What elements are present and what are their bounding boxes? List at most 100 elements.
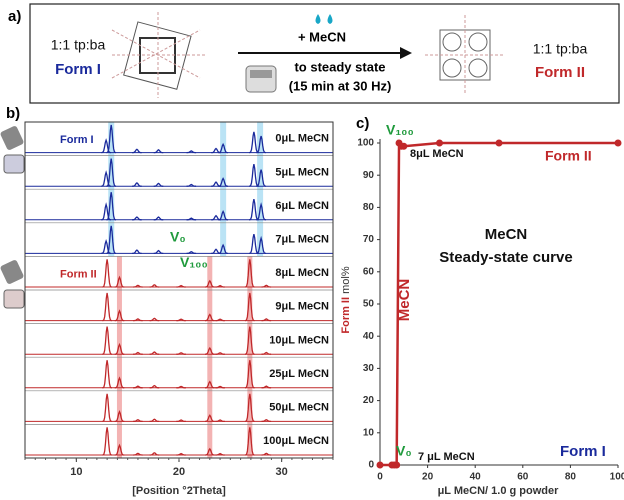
x-tick-label: 0 (377, 472, 383, 483)
peak (101, 238, 111, 255)
y-tick-label: 100 (357, 138, 374, 149)
peak (176, 419, 186, 423)
peak (149, 351, 160, 355)
peak (205, 414, 215, 423)
annotation: Steady-state curve (439, 249, 572, 266)
peak (133, 318, 143, 322)
y-tick-label: 50 (363, 299, 375, 310)
peak (106, 225, 117, 255)
annotation: Form I (60, 134, 94, 146)
trace-label: 0μL MeCN (275, 133, 329, 145)
x-tick-label: 20 (173, 466, 185, 478)
y-tick-label: 70 (363, 234, 375, 245)
peak (176, 385, 186, 389)
x-tick-label: 20 (422, 472, 434, 483)
panel-a-frame (29, 3, 620, 104)
data-point (393, 461, 401, 469)
annotation: 7 μL MeCN (418, 451, 475, 463)
peak (176, 284, 186, 288)
peak (153, 182, 164, 187)
peak (244, 427, 255, 456)
peak (133, 385, 143, 389)
reagent: + MeCN (298, 29, 346, 44)
peak (102, 326, 112, 355)
form-label: Form I (55, 61, 101, 78)
peak (101, 170, 111, 187)
peak (256, 135, 266, 154)
annotation: Form I (560, 443, 606, 460)
peak (114, 410, 125, 423)
peak (114, 275, 125, 288)
jar-icon (0, 126, 25, 309)
peak (186, 183, 197, 187)
trace-label: 25μL MeCN (269, 368, 329, 380)
peak (205, 447, 215, 456)
peak (114, 342, 125, 355)
peak (205, 313, 215, 322)
annotation: V₁₀₀ (386, 122, 414, 138)
peak (215, 284, 225, 288)
x-tick-label: 40 (470, 472, 482, 483)
peak (132, 182, 142, 187)
peak (261, 452, 272, 456)
crystal-structure (111, 12, 205, 98)
peak (102, 259, 112, 288)
mill-icon (245, 65, 277, 93)
annotation: V₀ (170, 228, 186, 244)
peak (261, 385, 272, 389)
peak (114, 376, 125, 389)
trace-label: 10μL MeCN (269, 334, 329, 346)
y-tick-label: 20 (363, 395, 375, 406)
peak (261, 284, 272, 288)
peak (101, 202, 111, 221)
trace-label: 9μL MeCN (275, 301, 329, 313)
annotation: MeCN (396, 279, 413, 322)
peak (186, 217, 197, 221)
peak (102, 393, 112, 423)
peak (244, 292, 255, 322)
trace-label: 7μL MeCN (275, 234, 329, 246)
peak (205, 279, 215, 288)
peak (133, 351, 143, 355)
ratio: 1:1 tp:ba (533, 41, 588, 57)
y-tick-label: 30 (363, 363, 375, 374)
peak (153, 216, 164, 221)
y-tick-label: 0 (368, 460, 374, 471)
crystal-structure (425, 15, 505, 95)
peak (218, 210, 228, 221)
y-axis-label-part: Form II (340, 297, 352, 334)
peak (133, 452, 143, 456)
peak (133, 418, 143, 423)
peak (215, 352, 225, 355)
y-axis-label-part: mol% (340, 266, 352, 294)
trace-label: 50μL MeCN (269, 402, 329, 414)
annotation: Form II (60, 268, 97, 280)
peak (133, 284, 143, 288)
peak (153, 148, 164, 154)
peak (244, 393, 255, 423)
peak (101, 138, 111, 154)
y-tick-label: 80 (363, 202, 375, 213)
peak (102, 292, 112, 322)
peak (149, 418, 160, 423)
peak (149, 384, 160, 389)
series-line (380, 139, 618, 467)
annotation: MeCN (485, 226, 528, 243)
peak (215, 452, 225, 456)
peak (205, 346, 215, 355)
peak (261, 318, 272, 322)
peak (244, 326, 255, 355)
annotation: V₀ (396, 443, 412, 459)
peak (215, 318, 225, 322)
panel-label: c) (356, 115, 369, 132)
x-axis-label: μL MeCN/ 1.0 g powder (438, 485, 560, 497)
peak (114, 443, 125, 456)
peak (261, 351, 272, 355)
peak (176, 318, 186, 322)
condition: to steady state (294, 59, 385, 74)
peak (132, 148, 142, 154)
peak (261, 418, 272, 423)
peak (106, 158, 117, 187)
peak (149, 284, 160, 288)
annotation: 8μL MeCN (410, 148, 464, 160)
